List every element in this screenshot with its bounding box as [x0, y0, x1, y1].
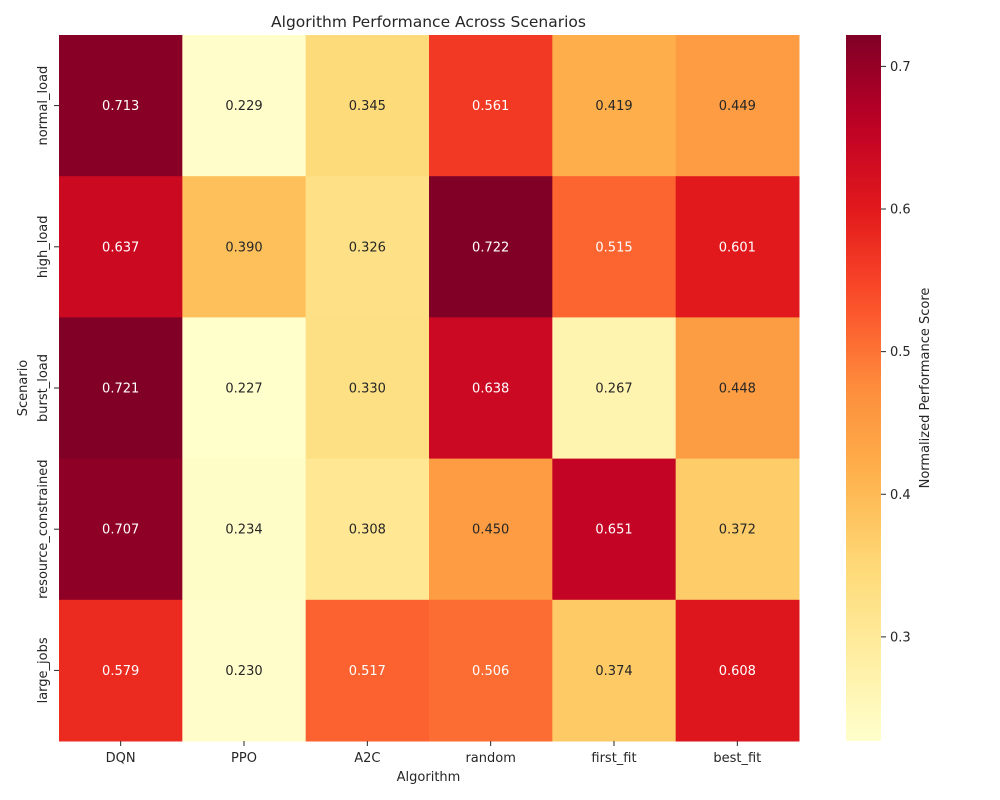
cell-value-label: 0.515: [595, 240, 632, 255]
colorbar-tick-label: 0.5: [890, 345, 911, 360]
cell-value-label: 0.267: [595, 382, 632, 397]
x-axis-ticks: DQN PPO A2C random first_fit best_fit: [106, 741, 761, 766]
cell-value-label: 0.637: [102, 240, 139, 255]
heatmap-cell: [552, 599, 677, 742]
heatmap-cell: [675, 599, 800, 742]
y-tick-label: burst_load: [36, 354, 51, 422]
colorbar-ticks: 0.3 0.4 0.5 0.6 0.7: [881, 60, 911, 645]
colorbar: [846, 35, 881, 741]
x-tick-label: first_fit: [591, 751, 636, 766]
x-tick-label: PPO: [231, 751, 257, 766]
x-axis-label: Algorithm: [397, 770, 461, 785]
x-tick-label: random: [465, 751, 515, 766]
heatmap-cell: [429, 35, 553, 177]
colorbar-tick-label: 0.6: [890, 203, 911, 218]
y-tick-label: normal_load: [36, 66, 51, 146]
y-tick-label: resource_constrained: [36, 460, 51, 599]
cell-value-label: 0.326: [349, 240, 386, 255]
heatmap-cell: [305, 317, 430, 460]
x-tick-label: A2C: [354, 751, 380, 766]
cell-value-label: 0.651: [595, 523, 632, 538]
colorbar-label: Normalized Performance Score: [918, 288, 933, 489]
heatmap-cell: [182, 317, 307, 460]
cell-value-label: 0.517: [349, 664, 386, 679]
heatmap-cell: [305, 35, 430, 177]
heatmap-cell: [675, 317, 800, 460]
heatmap-cell: [675, 176, 800, 318]
cell-value-label: 0.561: [472, 99, 509, 114]
heatmap-cell: [182, 599, 307, 742]
colorbar-tick-label: 0.4: [890, 488, 911, 503]
cell-value-label: 0.713: [102, 99, 139, 114]
cell-value-label: 0.345: [349, 99, 386, 114]
cell-value-label: 0.448: [719, 382, 756, 397]
cell-value-label: 0.721: [102, 382, 139, 397]
heatmap-cell: [305, 599, 430, 742]
heatmap-cell: [59, 35, 183, 177]
heatmap-cell: [182, 35, 307, 177]
y-axis-label: Scenario: [16, 360, 31, 417]
cell-value-label: 0.450: [472, 523, 509, 538]
cell-value-label: 0.234: [225, 523, 262, 538]
cell-value-label: 0.707: [102, 523, 139, 538]
cell-value-label: 0.579: [102, 664, 139, 679]
heatmap-cell: [429, 317, 553, 460]
colorbar-tick-label: 0.3: [890, 630, 911, 645]
heatmap-cell: [182, 176, 307, 318]
cell-value-label: 0.374: [595, 664, 632, 679]
heatmap-cell: [675, 35, 800, 177]
x-tick-label: best_fit: [713, 751, 761, 766]
cell-value-label: 0.227: [225, 382, 262, 397]
cell-value-label: 0.372: [719, 523, 756, 538]
heatmap-cell: [305, 176, 430, 318]
y-tick-label: high_load: [36, 215, 51, 278]
cell-value-label: 0.638: [472, 382, 509, 397]
cell-value-label: 0.229: [225, 99, 262, 114]
heatmap-cell: [675, 458, 800, 601]
cell-value-label: 0.601: [719, 240, 756, 255]
heatmap-cell: [429, 458, 553, 601]
heatmap-cell: [59, 599, 183, 742]
heatmap-cell: [552, 35, 677, 177]
heatmap-cell: [552, 317, 677, 460]
y-axis-ticks: normal_load high_load burst_load resource_c…: [36, 66, 59, 703]
heatmap-cell: [182, 458, 307, 601]
heatmap-cell: [59, 458, 183, 601]
x-tick-label: DQN: [106, 751, 136, 766]
y-tick-label: large_jobs: [36, 637, 51, 703]
cell-value-label: 0.506: [472, 664, 509, 679]
cell-value-label: 0.608: [719, 664, 756, 679]
heatmap-cell: [552, 458, 677, 601]
heatmap-cell: [552, 176, 677, 318]
heatmap-cell: [429, 176, 553, 318]
cell-value-label: 0.330: [349, 382, 386, 397]
cell-value-label: 0.449: [719, 99, 756, 114]
cell-value-label: 0.722: [472, 240, 509, 255]
heatmap-cell: [305, 458, 430, 601]
chart-title: Algorithm Performance Across Scenarios: [271, 13, 586, 31]
heatmap-cells: 0.713 0.229 0.345 0.561 0.419 0.449 0.637 0.390…: [59, 35, 800, 742]
heatmap-cell: [59, 317, 183, 460]
heatmap-cell: [59, 176, 183, 318]
cell-value-label: 0.230: [225, 664, 262, 679]
cell-value-label: 0.308: [349, 523, 386, 538]
cell-value-label: 0.419: [595, 99, 632, 114]
colorbar-tick-label: 0.7: [890, 60, 911, 75]
heatmap-cell: [429, 599, 553, 742]
cell-value-label: 0.390: [225, 240, 262, 255]
